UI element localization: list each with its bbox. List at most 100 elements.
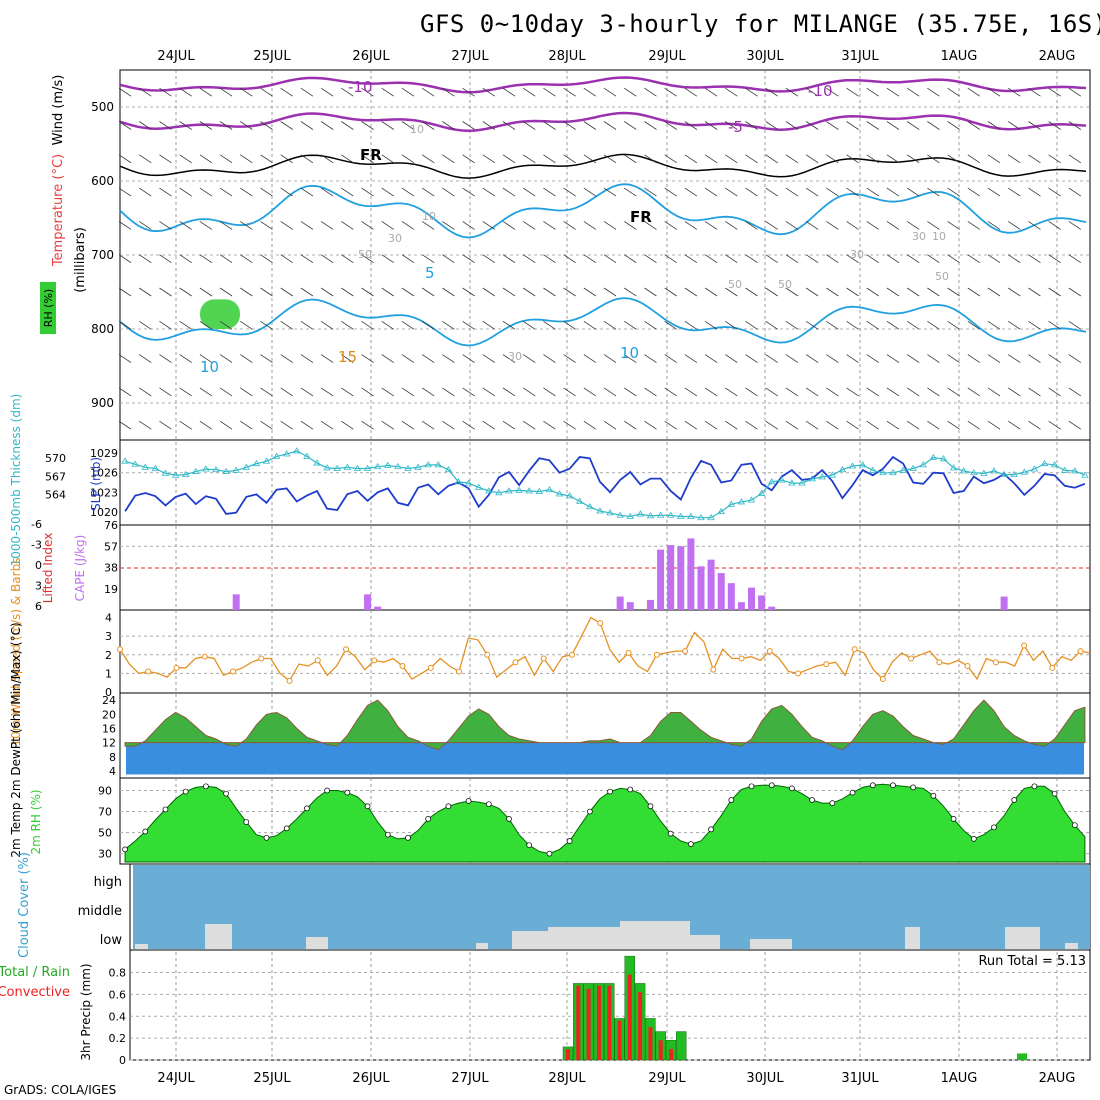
rh-point	[142, 828, 149, 835]
thickness-point	[757, 489, 766, 496]
rh-point	[223, 790, 229, 797]
wind-barb	[1048, 87, 1061, 97]
slp-ytick: 1026	[90, 467, 118, 480]
wind-speed-point	[1021, 642, 1028, 649]
wind-barb	[1068, 154, 1082, 164]
wind-barb	[826, 420, 839, 430]
wind-barb	[1068, 287, 1082, 297]
date-label-bottom: 28JUL	[548, 1071, 586, 1086]
contour-label: 10	[410, 123, 424, 136]
wind-barb	[361, 354, 374, 363]
wind-barb	[704, 221, 718, 230]
wind-barb	[947, 121, 960, 130]
wind-barb	[644, 287, 657, 297]
wind-barb	[502, 154, 516, 164]
wind-barb	[725, 187, 738, 197]
wind-barb	[846, 221, 859, 230]
thickness-point	[535, 487, 544, 495]
wind-barb	[522, 354, 536, 363]
wind-barb	[906, 287, 920, 297]
low-cloud-bar	[690, 935, 720, 949]
wind-barb	[987, 320, 1001, 330]
wind-barb	[421, 354, 435, 363]
wind-barb	[199, 320, 213, 330]
wind-barb	[381, 187, 394, 197]
wind-barb	[199, 354, 213, 363]
wind-barb	[805, 221, 819, 230]
wind-barb	[381, 87, 394, 97]
wind-speed-point	[1077, 648, 1084, 655]
wind-barb	[300, 254, 314, 264]
wind-barb	[199, 387, 213, 397]
wind-barb	[1048, 420, 1061, 430]
wind-barb	[826, 187, 839, 197]
wind-barb	[401, 254, 415, 264]
wind-barb	[987, 420, 1001, 430]
wind-barb	[401, 121, 415, 130]
wind-barb	[785, 154, 799, 164]
rh-point	[263, 834, 270, 841]
cape-bar	[737, 602, 745, 610]
wind-barb	[684, 387, 698, 397]
wind-barb	[826, 354, 839, 363]
wind-barb	[967, 420, 981, 430]
wind-barb	[967, 320, 981, 330]
wind-barb	[219, 320, 233, 330]
wind-barb	[300, 354, 314, 363]
thickness-point	[212, 465, 220, 473]
wind-barb	[240, 87, 253, 97]
thickness-point	[293, 447, 301, 454]
thickness-point	[737, 498, 746, 505]
ua-ylabel-rh: RH (%)	[42, 289, 55, 327]
wind-barb	[765, 87, 778, 97]
wind-barb	[745, 420, 758, 430]
cape-bar	[657, 549, 665, 610]
thickness-point	[464, 479, 473, 486]
thickness-point	[788, 479, 796, 486]
wind-barb	[240, 187, 253, 197]
thickness-point	[1000, 470, 1008, 478]
low-cloud-bar	[1065, 943, 1078, 949]
wind-barb	[341, 221, 354, 230]
wind-barb	[543, 420, 556, 430]
wind-barb	[886, 87, 900, 97]
wind-barb	[785, 320, 799, 330]
date-label-top: 26JUL	[352, 49, 390, 64]
wind-barb	[1007, 420, 1021, 430]
wind-barb	[563, 420, 576, 430]
wind-barb	[1007, 287, 1021, 297]
wind-barb	[765, 254, 778, 264]
wind-barb	[381, 287, 394, 297]
wind-barb	[906, 420, 920, 430]
ua-ytick: 900	[91, 396, 114, 410]
wind-barb	[139, 420, 152, 430]
wind-barb	[886, 254, 900, 264]
wind-barb	[624, 287, 637, 297]
wind-barb	[664, 354, 677, 363]
wind-barb	[462, 254, 475, 264]
wind-speed-point	[682, 648, 689, 655]
wind-barb	[522, 154, 536, 164]
wind-barb	[361, 254, 374, 264]
contour-label: 50	[778, 278, 792, 291]
wind-speed-point	[371, 657, 378, 664]
thickness-point	[828, 471, 837, 478]
date-label-top: 24JUL	[157, 49, 195, 64]
wind-barb	[260, 420, 273, 430]
wind-barb	[725, 121, 738, 130]
wind-barb	[987, 287, 1001, 297]
thickness-point	[889, 469, 897, 476]
rh-point	[384, 831, 391, 838]
wind-barb	[320, 354, 334, 363]
wind-barb	[179, 87, 192, 97]
wind-barb	[381, 254, 394, 264]
wind-barb	[866, 87, 879, 97]
wind-barb	[1028, 254, 1041, 264]
date-label-top: 31JUL	[841, 49, 879, 64]
wind-barb	[1068, 87, 1082, 97]
wind-barb	[462, 387, 475, 397]
wind-barb	[240, 121, 253, 130]
wind-barb	[159, 187, 172, 197]
wind-barb	[300, 420, 314, 430]
wind-barb	[603, 221, 617, 230]
